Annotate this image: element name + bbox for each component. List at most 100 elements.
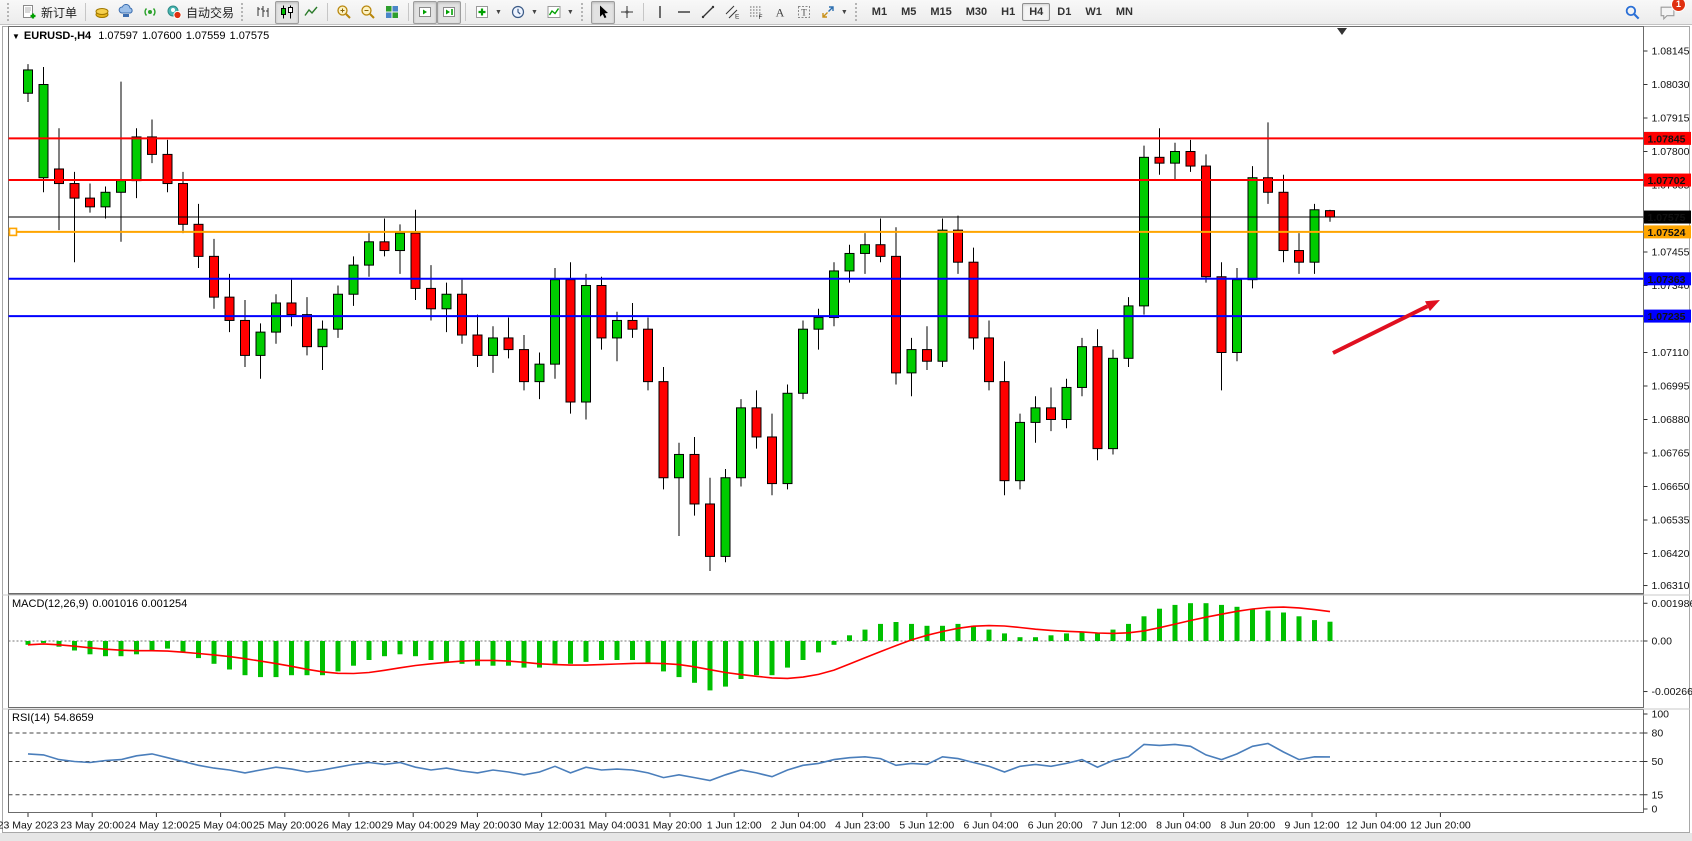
macd-bar (568, 641, 573, 664)
price-badge (1644, 272, 1691, 286)
macd-bar (738, 641, 744, 679)
toolbar-grip[interactable] (241, 3, 246, 21)
bar-chart-button[interactable] (251, 1, 275, 24)
macd-bar (1033, 637, 1038, 641)
template-caret[interactable]: ▼ (566, 8, 574, 16)
macd-bar (924, 625, 930, 641)
timeframe-button-h1[interactable]: H1 (1001, 6, 1016, 18)
trendline-button[interactable] (696, 1, 720, 24)
time-axis[interactable]: 23 May 2023 23 May 20:00 24 May 12:00 25 Ma… (0, 813, 1471, 832)
svg-text:9 Jun 12:00: 9 Jun 12:00 (1285, 820, 1340, 832)
macd-bar (816, 641, 821, 653)
macd-bar (413, 641, 418, 657)
cursor-button[interactable] (590, 0, 615, 24)
zoom-in-button[interactable] (332, 1, 356, 24)
timeframe-button-mn[interactable]: MN (1115, 6, 1133, 18)
toolbar-grip[interactable] (580, 3, 586, 21)
macd-bar (552, 641, 558, 664)
autotrading-icon (166, 4, 182, 20)
crosshair-button[interactable] (615, 1, 639, 24)
chart-shift-button[interactable] (437, 0, 462, 24)
candle-down (178, 183, 188, 225)
candle-down (751, 407, 762, 438)
channel-button[interactable]: E (720, 1, 744, 24)
candle-up (364, 241, 374, 266)
new-order-button[interactable]: 新订单 (17, 1, 81, 24)
svg-text:8 Jun 04:00: 8 Jun 04:00 (1156, 820, 1211, 832)
candle-up (937, 229, 948, 362)
chat-button[interactable]: 1 (1655, 0, 1686, 24)
market-watch-button[interactable] (90, 1, 114, 24)
macd-bar (118, 641, 124, 657)
horizontal-line-button[interactable] (672, 1, 696, 24)
text-button[interactable]: A (768, 1, 792, 24)
macd-bar (599, 641, 604, 660)
candle-up (271, 302, 281, 333)
svg-text:1.07363: 1.07363 (1648, 274, 1686, 286)
candle-up (1108, 357, 1118, 450)
timeframe-button-w1[interactable]: W1 (1085, 6, 1102, 18)
chart-menu-caret[interactable]: ▼ (12, 32, 20, 41)
label-icon: T (796, 4, 812, 20)
auto-scroll-button[interactable] (413, 0, 438, 24)
fibonacci-button[interactable]: F (744, 1, 768, 24)
chat-notification-badge: 1 (1671, 0, 1686, 12)
period-caret[interactable]: ▼ (530, 8, 538, 16)
macd-bar (382, 641, 387, 657)
chart-shift-marker[interactable] (1337, 28, 1347, 35)
vertical-line-button[interactable] (648, 1, 672, 24)
label-button[interactable]: T (792, 1, 816, 24)
candle-down (1263, 177, 1273, 193)
svg-text:1.07455: 1.07455 (1652, 246, 1690, 258)
macd-bar (583, 641, 589, 662)
candle-down (1092, 346, 1103, 450)
quote-close: 1.07575 (229, 30, 270, 42)
candle-down (767, 436, 777, 485)
toolbar-grip[interactable] (854, 3, 860, 21)
macd-bar (1281, 612, 1286, 641)
line-chart-button[interactable] (299, 1, 323, 24)
signal-button[interactable] (138, 1, 162, 24)
signal-icon (142, 4, 158, 20)
timeframe-button-m1[interactable]: M1 (871, 6, 888, 18)
arrows-caret[interactable]: ▼ (840, 8, 848, 16)
autotrading-button[interactable]: 自动交易 (162, 1, 238, 24)
tile-windows-button[interactable] (380, 1, 404, 24)
timeframe-button-h4[interactable]: H4 (1022, 3, 1051, 21)
toolbar-grip[interactable] (7, 3, 12, 21)
svg-text:12 Jun 20:00: 12 Jun 20:00 (1410, 820, 1471, 832)
period-button[interactable]: ▼ (506, 1, 542, 24)
zoom-out-button[interactable] (356, 1, 380, 24)
macd-name: MACD(12,26,9) (12, 598, 89, 610)
line-handle[interactable] (8, 227, 18, 237)
macd-bar (630, 641, 635, 660)
macd-bar (211, 641, 217, 664)
candle-up (441, 293, 452, 310)
candle-up (116, 180, 126, 193)
add-indicator-caret[interactable]: ▼ (495, 8, 502, 16)
timeframe-button-m30[interactable]: M30 (965, 6, 988, 18)
macd-bar (862, 629, 868, 641)
chart-window: 1.081451.080301.079151.078001.076851.075… (0, 26, 1692, 841)
candle-down (147, 136, 157, 155)
timeframe-button-d1[interactable]: D1 (1057, 6, 1072, 18)
timeframe-button-m5[interactable]: M5 (901, 6, 917, 18)
svg-text:1.06765: 1.06765 (1652, 447, 1690, 459)
macd-bar (847, 635, 852, 641)
bar-chart-icon (255, 4, 271, 20)
toolbar-separator (465, 3, 467, 21)
arrows-button[interactable]: ▼ (816, 1, 852, 24)
new-order-icon (21, 4, 37, 20)
candlestick-chart-button[interactable] (275, 0, 300, 24)
add-indicator-button[interactable]: ▼ (470, 1, 506, 24)
candle-down (54, 168, 64, 185)
arrow-annotation[interactable] (1332, 300, 1440, 355)
tile-windows-icon (384, 4, 400, 20)
search-button[interactable] (1620, 1, 1645, 24)
price-chart[interactable]: 1.081451.080301.079151.078001.076851.075… (0, 26, 1692, 841)
template-button[interactable]: ▼ (542, 1, 578, 24)
candle-down (162, 153, 173, 185)
timeframe-button-m15[interactable]: M15 (930, 6, 952, 18)
data-window-button[interactable] (114, 1, 138, 24)
candle-up (131, 136, 142, 182)
